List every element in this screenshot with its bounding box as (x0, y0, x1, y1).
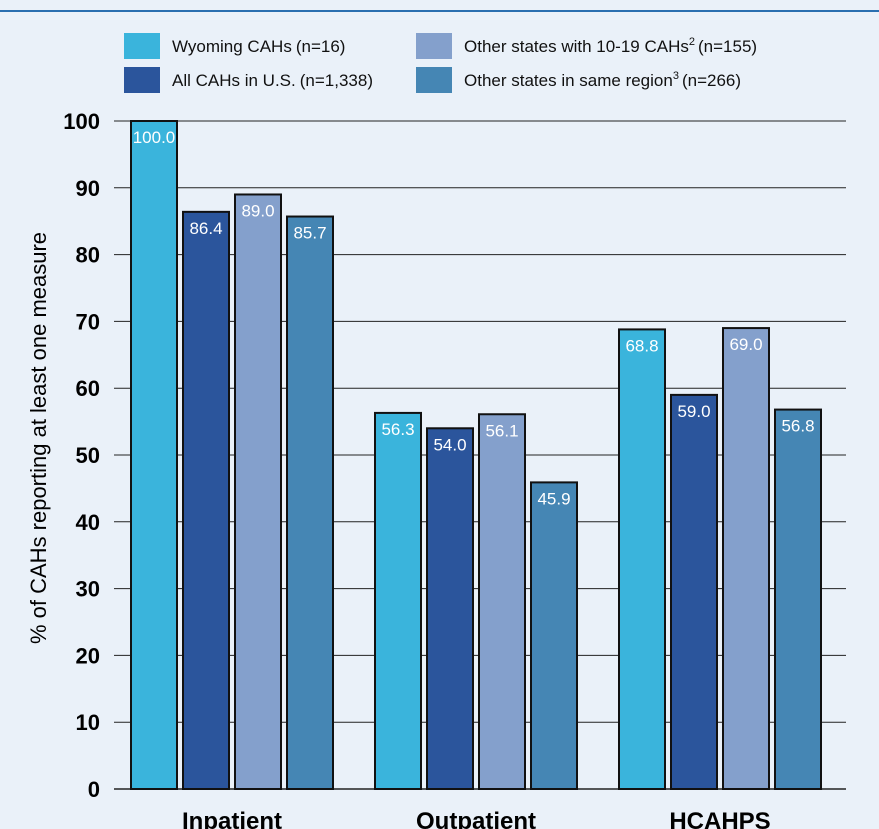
legend-series-name: Other states in same region (464, 71, 673, 90)
y-tick-label: 20 (76, 643, 100, 668)
y-tick-label: 10 (76, 710, 100, 735)
legend: Wyoming CAHs (n=16)All CAHs in U.S. (n=1,3… (124, 33, 757, 93)
legend-n-count: (n=16) (296, 37, 346, 56)
legend-entry-2: Other states with 10-19 CAHs2 (n=155) (464, 36, 757, 56)
data-label: 68.8 (625, 336, 658, 355)
top-rule (0, 10, 879, 12)
y-tick-label: 50 (76, 443, 100, 468)
legend-n-count: (n=266) (682, 71, 741, 90)
legend-n-count: (n=1,338) (300, 71, 373, 90)
y-tick-label: 60 (76, 376, 100, 401)
y-tick-label: 30 (76, 577, 100, 602)
data-label: 56.8 (781, 417, 814, 436)
data-label: 54.0 (433, 435, 466, 454)
y-tick-label: 90 (76, 176, 100, 201)
bar-other-states-in-same-region-outpatient (530, 481, 578, 790)
data-label: 59.0 (677, 402, 710, 421)
bar-wyoming-cahs-hcahps (618, 328, 666, 790)
category-label-inpatient: Inpatient (182, 808, 282, 829)
bar-all-cahs-in-u-s--outpatient (426, 427, 474, 790)
y-tick-label: 40 (76, 510, 100, 535)
legend-swatch (124, 33, 160, 59)
legend-swatch (416, 33, 452, 59)
data-label: 100.0 (133, 128, 176, 147)
legend-entry-1: All CAHs in U.S. (n=1,338) (172, 71, 373, 90)
legend-swatch (416, 67, 452, 93)
bar-all-cahs-in-u-s--inpatient (182, 210, 230, 790)
data-label: 45.9 (537, 489, 570, 508)
legend-n-count: (n=155) (698, 37, 757, 56)
data-label: 85.7 (293, 224, 326, 243)
legend-superscript: 3 (673, 70, 679, 82)
data-label: 69.0 (729, 335, 762, 354)
legend-entry-3: Other states in same region3 (n=266) (464, 70, 741, 90)
legend-series-name: Wyoming CAHs (172, 37, 292, 56)
bar-other-states-with-10-19-cahs-inpatient (234, 193, 282, 791)
category-label-hcahps: HCAHPS (669, 808, 770, 829)
legend-entry-0: Wyoming CAHs (n=16) (172, 37, 345, 56)
bars: 100.0 86.4 89.0 85.7 56.3 54.0 56.1 45.9 68.8 59.… (130, 120, 822, 791)
y-tick-label: 80 (76, 243, 100, 268)
bar-wyoming-cahs-inpatient (130, 120, 178, 790)
bar-other-states-in-same-region-inpatient (286, 215, 334, 791)
bar-other-states-in-same-region-hcahps (774, 408, 822, 790)
data-label: 89.0 (241, 201, 274, 220)
legend-superscript: 2 (689, 36, 695, 48)
bar-wyoming-cahs-outpatient (374, 411, 422, 790)
legend-series-name: All CAHs in U.S. (172, 71, 296, 90)
y-tick-labels: 0 10 20 30 40 50 60 70 80 90 100 (63, 109, 100, 802)
legend-swatch (124, 67, 160, 93)
y-axis-label: % of CAHs reporting at least one measure (26, 232, 51, 644)
legend-series-name: Other states with 10-19 CAHs (464, 37, 689, 56)
data-label: 86.4 (189, 219, 222, 238)
bar-other-states-with-10-19-cahs-outpatient (478, 413, 526, 790)
y-tick-label: 0 (88, 777, 100, 802)
y-tick-label: 100 (63, 109, 100, 134)
y-tick-label: 70 (76, 309, 100, 334)
category-label-outpatient: Outpatient (416, 808, 536, 829)
data-label: 56.1 (485, 421, 518, 440)
data-label: 56.3 (381, 420, 414, 439)
x-category-labels: Inpatient Outpatient HCAHPS (182, 808, 771, 829)
bar-all-cahs-in-u-s--hcahps (670, 393, 718, 790)
bar-other-states-with-10-19-cahs-hcahps (722, 327, 770, 790)
